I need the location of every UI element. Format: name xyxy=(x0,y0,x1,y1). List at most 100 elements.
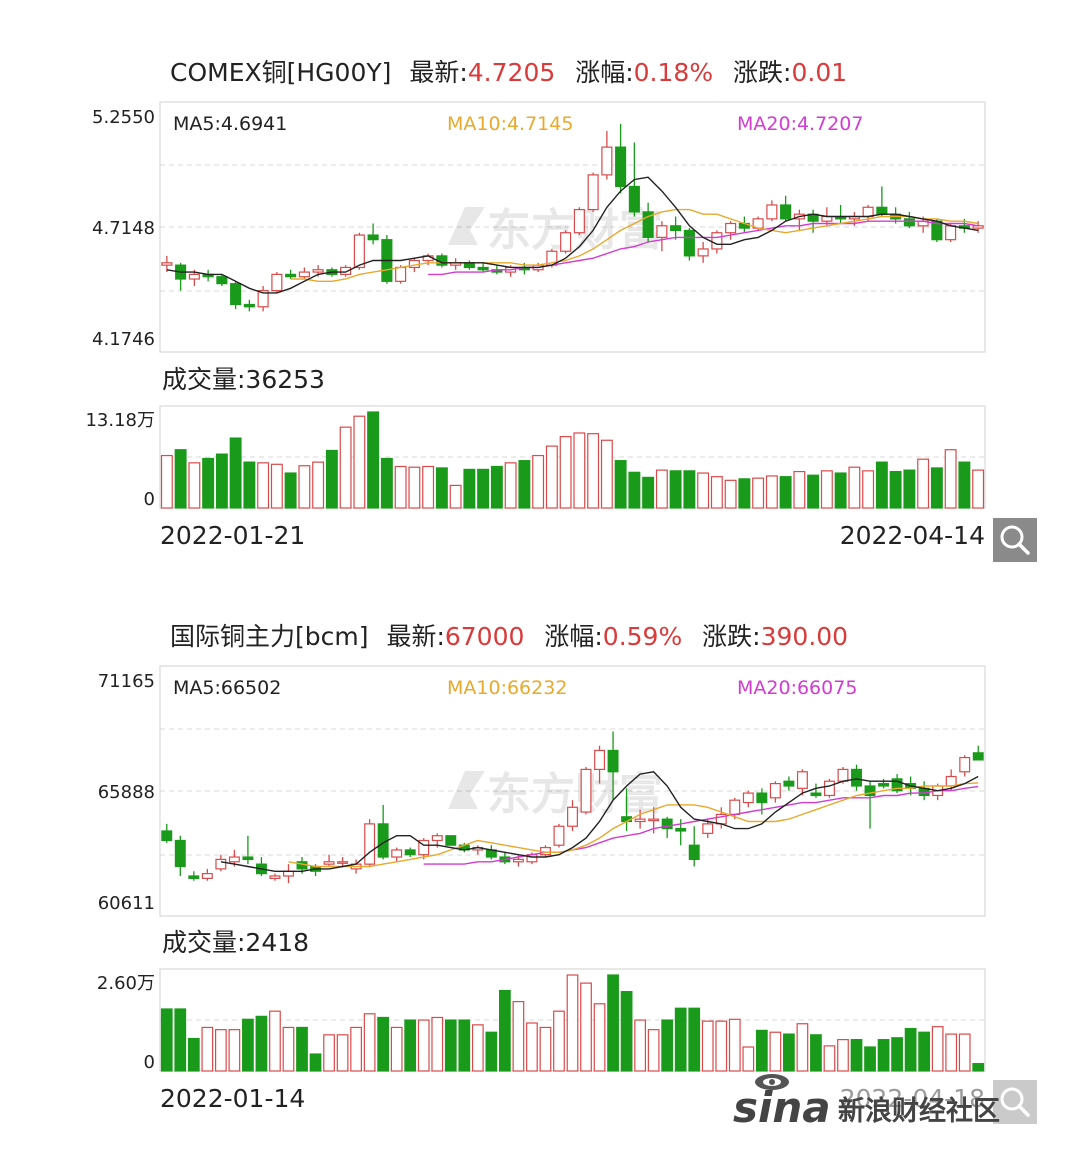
chart-panel-bcm: 国际铜主力[bcm] 最新:67000 涨幅:0.59% 涨跌:390.00 东… xyxy=(97,622,1037,1124)
candle-body xyxy=(615,146,627,188)
sina-footer-text: 新浪财经社区 xyxy=(838,1095,1000,1127)
candle-body xyxy=(257,289,269,308)
candle-body xyxy=(215,858,227,870)
volume-bar xyxy=(298,465,311,509)
latest-label: 最新: xyxy=(386,622,444,651)
candle-body xyxy=(769,783,781,799)
volume-bar xyxy=(904,1027,917,1072)
candle xyxy=(353,232,365,270)
candle xyxy=(367,223,379,245)
candle xyxy=(161,823,173,843)
candle-body xyxy=(391,849,403,858)
candle-body xyxy=(216,276,228,285)
candle xyxy=(891,774,903,794)
volume-bars xyxy=(160,411,985,509)
volume-bar xyxy=(580,982,592,1072)
candle xyxy=(445,835,457,846)
volume-bar xyxy=(701,1020,714,1072)
candle-body xyxy=(418,839,430,856)
volume-bar xyxy=(490,465,503,509)
volume-bar xyxy=(620,991,633,1072)
volume-bar xyxy=(512,1000,525,1072)
candle-body xyxy=(285,273,297,278)
candle xyxy=(688,826,700,867)
volume-bar xyxy=(404,1019,417,1072)
candle-body xyxy=(862,206,874,218)
candle xyxy=(656,221,668,252)
candle xyxy=(783,776,795,791)
volume-bar xyxy=(958,461,971,509)
volume-tick-label: 0 xyxy=(144,489,155,510)
candle xyxy=(594,745,606,784)
y-tick-label: 71165 xyxy=(98,671,155,692)
sina-eye-logo-icon xyxy=(755,1074,789,1090)
zoom-button[interactable] xyxy=(993,518,1037,562)
candle-body xyxy=(766,204,778,220)
candle-body xyxy=(298,271,310,278)
candle-body xyxy=(756,792,768,804)
candle xyxy=(161,255,173,273)
candle-body xyxy=(821,215,833,222)
volume-bar xyxy=(477,468,490,509)
candle-body xyxy=(837,768,849,782)
volume-bar xyxy=(257,462,270,509)
candle-body xyxy=(337,861,349,864)
volume-bar xyxy=(918,1031,931,1072)
volume-bar xyxy=(408,466,421,509)
candle-body xyxy=(367,234,379,241)
candle xyxy=(271,272,283,293)
volume-bar xyxy=(697,472,710,509)
candle xyxy=(742,790,754,808)
candle-body xyxy=(395,266,407,282)
volume-bar xyxy=(202,457,215,509)
candle xyxy=(601,130,613,180)
candle-body xyxy=(864,785,876,797)
candle-body xyxy=(312,269,324,273)
volume-bar xyxy=(270,463,283,509)
volume-bar xyxy=(634,1019,646,1072)
volume-bar xyxy=(807,474,820,509)
volume-bar xyxy=(417,1019,430,1072)
candle-body xyxy=(230,283,242,306)
candle-body xyxy=(634,818,646,823)
candle-body xyxy=(587,174,599,211)
change-pct-value: 0.59% xyxy=(603,622,682,651)
candle-body xyxy=(353,234,365,269)
candle xyxy=(615,123,627,194)
candle-body xyxy=(560,232,572,252)
volume-bar xyxy=(323,1034,335,1072)
candle-body xyxy=(161,262,173,266)
end-date-label: 2022-04-14 xyxy=(840,521,985,550)
candle xyxy=(560,230,572,254)
volume-bar xyxy=(972,469,985,509)
volume-bar xyxy=(848,466,861,509)
candle-body xyxy=(553,825,565,846)
volume-bar xyxy=(688,1007,701,1072)
volume-bar xyxy=(683,470,696,509)
volume-bar xyxy=(614,460,627,509)
sina-footer: sina 新浪财经社区 xyxy=(725,1072,1055,1134)
candle-body xyxy=(404,849,416,856)
chart-title: COMEX铜[HG00Y] xyxy=(170,58,391,87)
ma10-label: MA10:66232 xyxy=(447,677,567,699)
candle-body xyxy=(174,839,186,868)
candle-body xyxy=(242,856,254,861)
candle xyxy=(725,221,737,240)
candle xyxy=(285,269,297,280)
volume-bar xyxy=(593,1003,606,1072)
volume-bar xyxy=(499,989,511,1072)
candle-body xyxy=(945,775,957,787)
candle-body xyxy=(228,856,240,863)
ma5-line xyxy=(166,176,979,294)
candlestick-series xyxy=(161,731,984,884)
volume-bar xyxy=(422,465,435,509)
moving-average-lines xyxy=(166,176,979,294)
volume-bar xyxy=(390,1026,403,1072)
candle-body xyxy=(201,873,213,879)
volume-bar xyxy=(850,1039,863,1072)
change-label: 涨跌: xyxy=(702,622,760,651)
candle-body xyxy=(601,146,613,176)
candle xyxy=(381,235,393,284)
volume-bar xyxy=(820,470,833,509)
candle-body xyxy=(675,828,687,832)
